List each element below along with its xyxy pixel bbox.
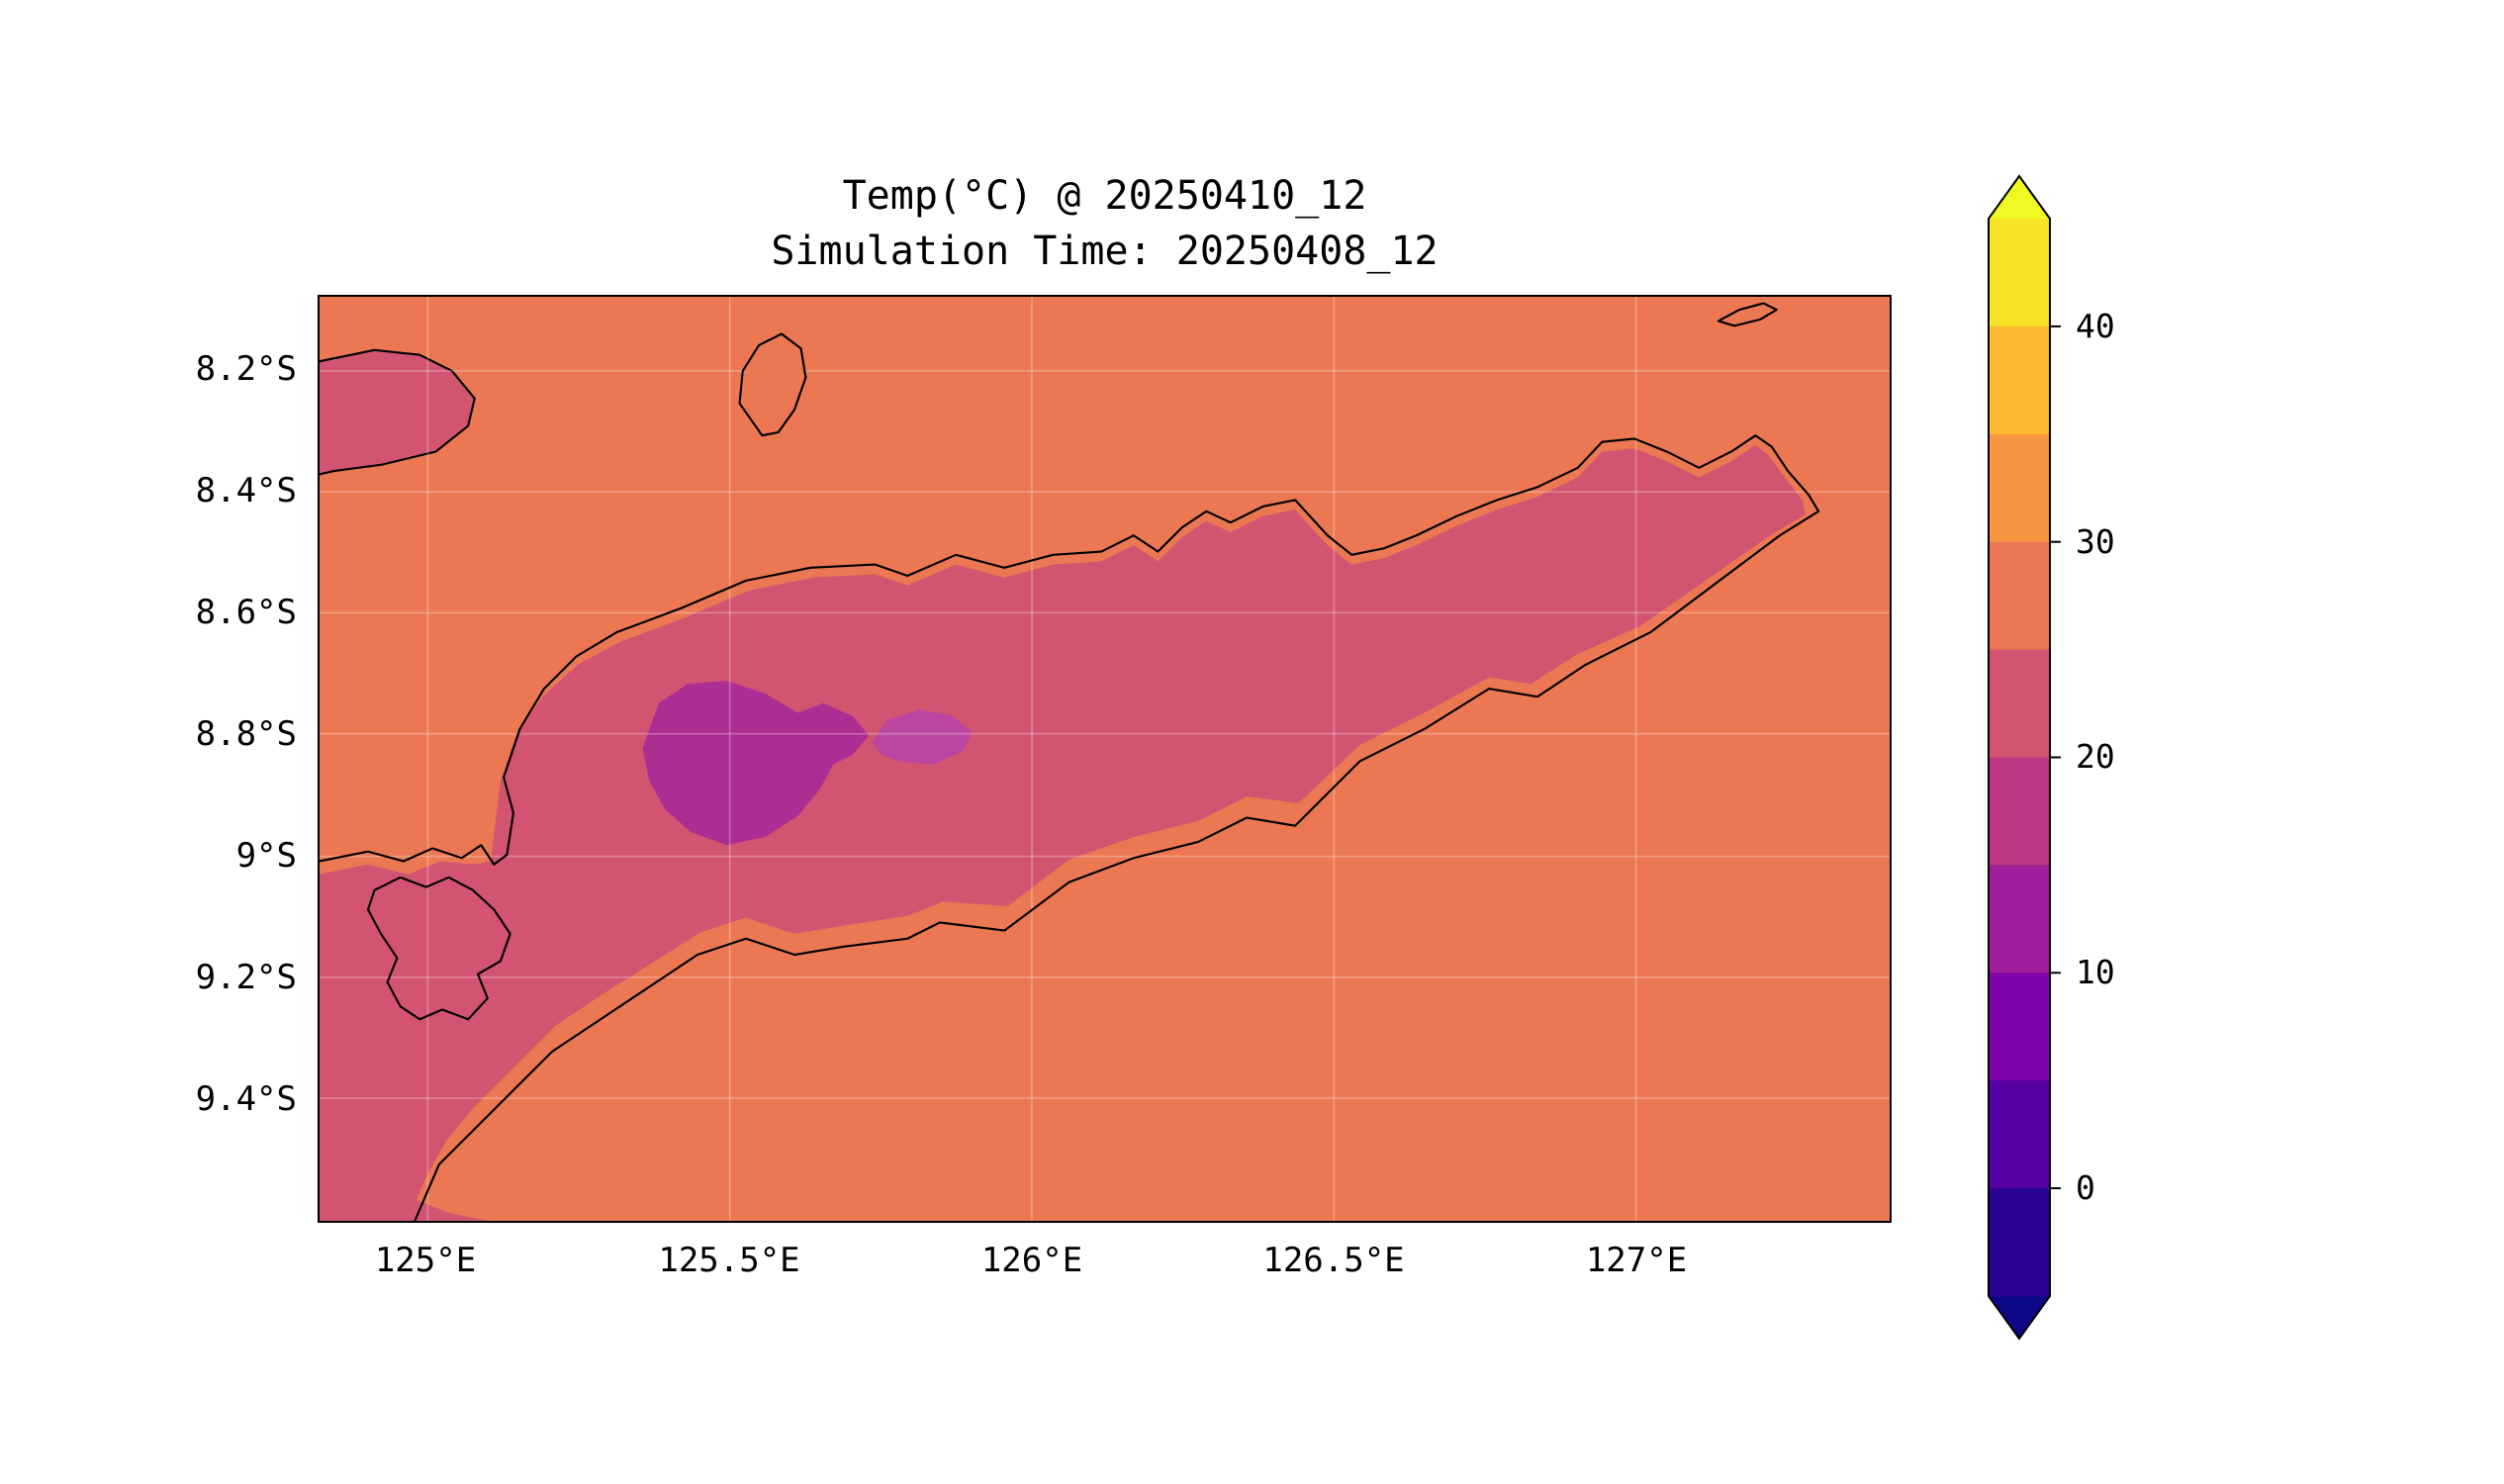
temp-band-20-25-fill xyxy=(320,444,1807,1221)
y-axis-tick-label: 8.6°S xyxy=(195,593,297,632)
colorbar-outline xyxy=(1988,174,2051,1341)
timor-coastline xyxy=(320,434,1820,1221)
southwest-coast-detail xyxy=(366,876,511,1021)
alor-island-shape xyxy=(320,348,476,476)
gridlines xyxy=(320,297,1890,1221)
colorbar-svg xyxy=(1988,174,2061,1341)
colorbar-segments xyxy=(1989,219,2050,1297)
colorbar-segment xyxy=(1989,433,2050,543)
colorbar-tick-label: 20 xyxy=(2076,737,2115,776)
wetar-island-outline xyxy=(1716,302,1778,327)
colorbar-over-arrow xyxy=(1989,176,2050,219)
colorbar-segment xyxy=(1989,541,2050,651)
colorbar-under-arrow xyxy=(1989,1296,2050,1339)
y-axis-tick-label: 9.4°S xyxy=(195,1079,297,1119)
y-axis-tick-label: 8.4°S xyxy=(195,471,297,510)
x-axis-tick-label: 126°E xyxy=(980,1241,1083,1280)
y-axis-tick-label: 8.8°S xyxy=(195,714,297,754)
temp-band-core-fill xyxy=(872,709,973,765)
colorbar xyxy=(1987,173,2066,1342)
colorbar-ticks xyxy=(2050,325,2061,1190)
colorbar-tick-label: 30 xyxy=(2076,522,2115,561)
colorbar-segment xyxy=(1989,865,2050,974)
plot-area xyxy=(318,295,1892,1223)
colorbar-segment xyxy=(1989,219,2050,327)
title-block: Temp(°C) @ 20250410_12 Simulation Time: … xyxy=(318,168,1892,279)
colorbar-segment xyxy=(1989,1080,2050,1189)
colorbar-tick-label: 40 xyxy=(2076,307,2115,345)
temp-band-15-20-fill xyxy=(642,680,870,846)
x-axis-tick-label: 127°E xyxy=(1585,1241,1688,1280)
map-svg xyxy=(320,297,1890,1221)
colorbar-segment xyxy=(1989,973,2050,1081)
chart-subtitle: Simulation Time: 20250408_12 xyxy=(771,229,1438,274)
chart-title: Temp(°C) @ 20250410_12 xyxy=(842,173,1367,219)
x-axis-tick-label: 125.5°E xyxy=(658,1241,800,1280)
x-axis-tick-label: 125°E xyxy=(374,1241,477,1280)
atauro-island-outline xyxy=(738,332,807,437)
colorbar-tick-label: 0 xyxy=(2076,1168,2095,1207)
y-axis-tick-label: 9.2°S xyxy=(195,958,297,997)
x-axis-tick-label: 126.5°E xyxy=(1262,1241,1405,1280)
y-axis-tick-label: 9°S xyxy=(235,836,297,876)
colorbar-tick-label: 10 xyxy=(2076,953,2115,991)
colorbar-segment xyxy=(1989,325,2050,435)
colorbar-segment xyxy=(1989,649,2050,758)
y-axis-tick-label: 8.2°S xyxy=(195,349,297,389)
colorbar-segment xyxy=(1989,1188,2050,1297)
colorbar-segment xyxy=(1989,757,2050,866)
